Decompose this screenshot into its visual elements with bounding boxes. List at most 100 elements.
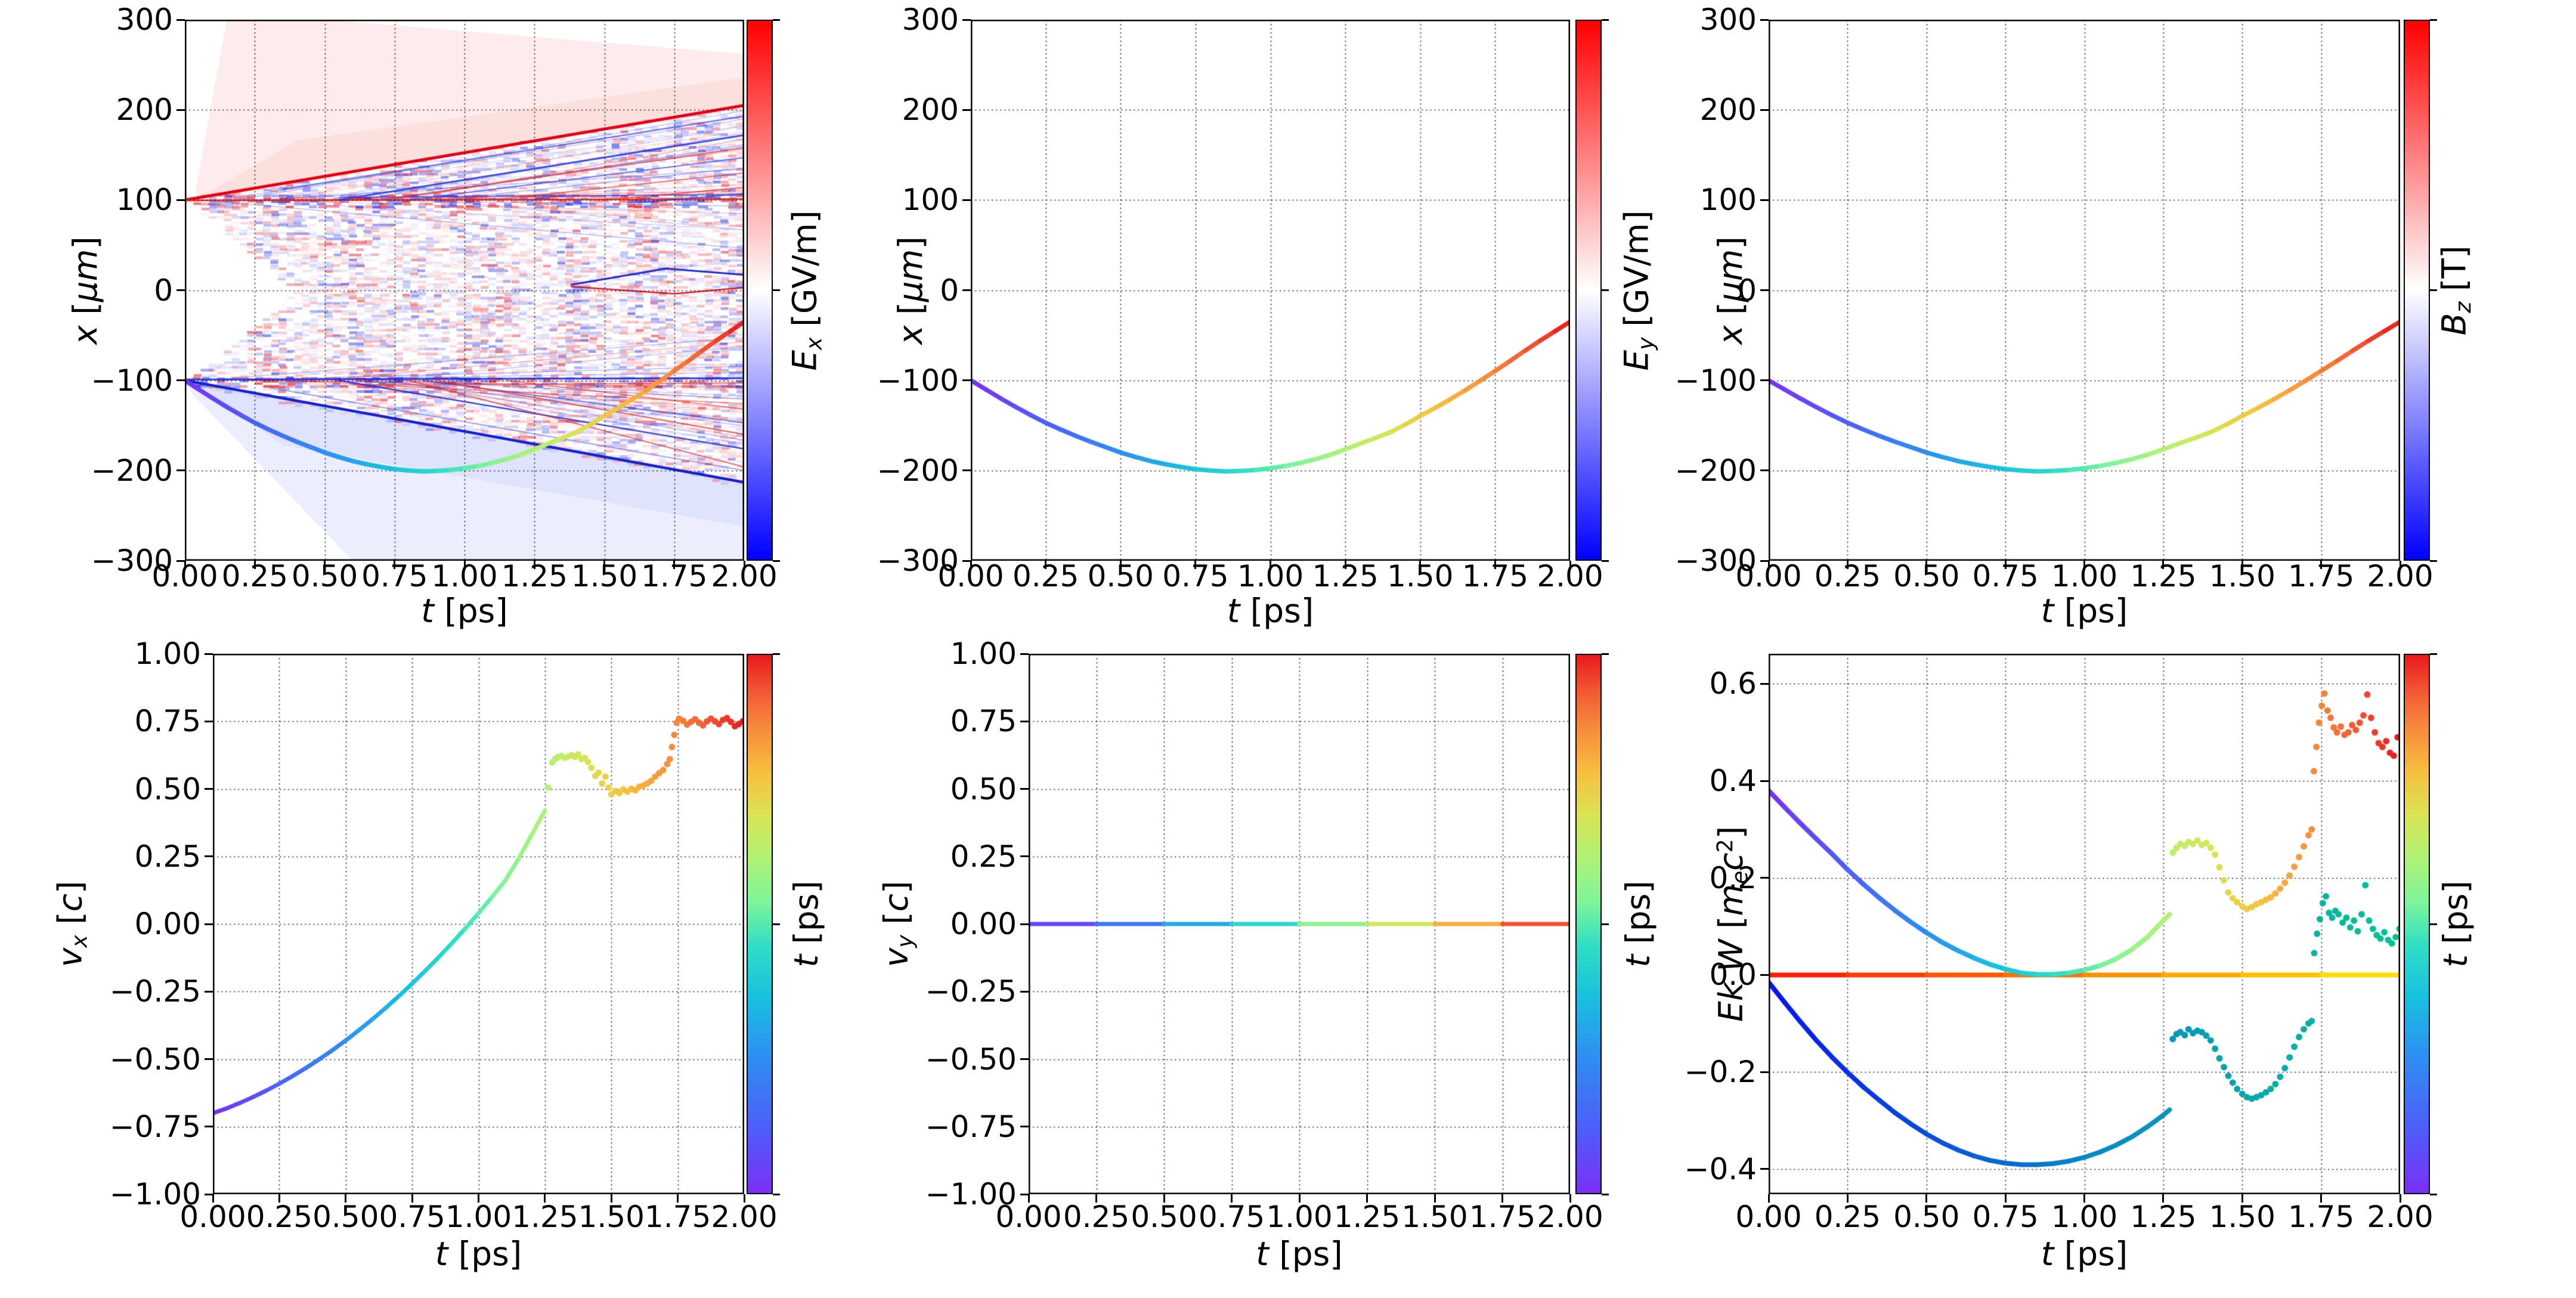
label-segment: 2 — [1712, 839, 1738, 853]
y-tick-mark — [205, 990, 213, 993]
colorbar-x-t-Bz — [2404, 20, 2430, 561]
colorbar-tick-mark — [2430, 18, 2437, 21]
label-segment: z — [2450, 301, 2476, 313]
x-tick-mark — [2320, 561, 2323, 569]
label-segment: x — [1711, 324, 1750, 345]
label-segment: ] — [1711, 826, 1750, 839]
colorbar-x-t-Ex — [747, 20, 773, 561]
plot-canvas-EkW-t — [1769, 654, 2400, 1194]
y-axis-label-EkW-t: Ek W [mec2] — [1712, 826, 1753, 1022]
x-tick-mark — [253, 561, 256, 569]
y-tick-label: −0.75 — [925, 1109, 1017, 1144]
y-tick-mark — [1020, 923, 1029, 925]
x-tick-mark — [1569, 561, 1571, 569]
plot-canvas-x-t-Ex — [185, 20, 744, 561]
label-segment: ] — [1711, 236, 1750, 249]
x-tick-label: 0.50 — [1893, 1200, 1960, 1234]
plot-canvas-x-t-Bz — [1769, 20, 2400, 561]
y-tick-mark — [177, 469, 185, 472]
label-segment: e — [1727, 870, 1753, 885]
x-tick-mark — [2241, 561, 2243, 569]
x-tick-mark — [2004, 561, 2007, 569]
colorbar-label-x-t-Bz: Bz [T] — [2435, 245, 2476, 335]
y-tick-label: 0.0 — [1709, 957, 1757, 993]
y-tick-label: 0.25 — [950, 839, 1017, 874]
y-tick-label: −300 — [1674, 543, 1757, 578]
colorbar-tick-mark — [773, 560, 780, 562]
label-segment: B — [2435, 313, 2473, 335]
x-tick-label: 1.50 — [1401, 1200, 1468, 1234]
plot-canvas-vx-t — [213, 654, 744, 1194]
colorbar-vy-t — [1575, 654, 1602, 1194]
y-tick-label: 0.25 — [134, 839, 201, 874]
y-tick-mark — [1020, 1058, 1029, 1060]
x-tick-label: 0.00 — [179, 1200, 246, 1234]
x-tick-label: 1.75 — [2287, 1200, 2355, 1234]
y-tick-label: −200 — [1674, 453, 1757, 488]
colorbar-tick-mark — [2430, 560, 2437, 562]
x-tick-label: 0.25 — [1063, 1200, 1130, 1234]
y-tick-label: −300 — [877, 543, 959, 578]
x-tick-mark — [463, 561, 466, 569]
colorbar-tick-mark — [773, 653, 780, 655]
x-tick-mark — [1925, 1194, 1928, 1203]
x-tick-label: 0.50 — [312, 1200, 379, 1234]
label-segment: t — [2041, 1235, 2054, 1273]
y-tick-mark — [1760, 560, 1769, 562]
y-tick-mark — [962, 18, 971, 21]
x-tick-mark — [2004, 1194, 2007, 1203]
x-tick-mark — [324, 561, 326, 569]
label-segment: t — [421, 592, 434, 630]
y-tick-label: 0.75 — [950, 704, 1017, 739]
label-segment: x — [891, 324, 930, 345]
label-segment: c — [877, 894, 915, 912]
y-tick-label: −0.25 — [109, 974, 201, 1009]
y-tick-mark — [177, 18, 185, 21]
y-tick-label: −0.75 — [109, 1109, 201, 1144]
x-tick-mark — [1433, 1194, 1436, 1203]
y-tick-mark — [1020, 653, 1029, 655]
x-tick-mark — [603, 561, 605, 569]
y-tick-mark — [962, 289, 971, 291]
x-axis-label-vy-t: t [ps] — [1256, 1235, 1343, 1273]
y-tick-label: −200 — [91, 453, 173, 488]
y-tick-label: 300 — [1699, 2, 1757, 37]
y-tick-mark — [177, 379, 185, 382]
y-tick-label: −0.4 — [1684, 1151, 1757, 1186]
y-tick-mark — [205, 1193, 213, 1195]
x-tick-mark — [1270, 561, 1271, 569]
x-tick-label: 1.00 — [445, 1200, 512, 1234]
x-tick-mark — [1846, 561, 1849, 569]
label-segment: [ps] — [448, 1235, 522, 1273]
x-tick-mark — [1767, 561, 1770, 569]
y-tick-label: 200 — [116, 92, 173, 128]
y-tick-mark — [962, 199, 971, 201]
x-tick-mark — [1925, 561, 1928, 569]
y-tick-mark — [1760, 199, 1769, 201]
label-segment: x — [801, 336, 827, 350]
y-tick-label: 100 — [116, 183, 173, 218]
x-axis-label-x-t-Bz: t [ps] — [2041, 592, 2128, 630]
colorbar-EkW-t — [2404, 654, 2430, 1194]
x-tick-mark — [970, 561, 972, 569]
x-tick-mark — [533, 561, 535, 569]
x-tick-mark — [1569, 1194, 1571, 1203]
y-tick-mark — [1020, 1193, 1029, 1195]
colorbar-tick-mark — [773, 18, 780, 21]
y-tick-mark — [205, 653, 213, 655]
colorbar-tick-mark — [773, 1193, 780, 1195]
colorbar-tick-mark — [773, 923, 780, 925]
y-tick-label: 0.50 — [134, 771, 201, 806]
y-tick-label: 0.50 — [950, 771, 1017, 806]
x-tick-mark — [1095, 1194, 1097, 1203]
y-tick-label: −0.50 — [925, 1042, 1017, 1077]
y-tick-mark — [1760, 1168, 1769, 1170]
y-tick-mark — [205, 1126, 213, 1128]
x-tick-mark — [1494, 561, 1496, 569]
x-tick-label: 2.00 — [711, 1200, 778, 1234]
y-tick-label: −0.25 — [925, 974, 1017, 1009]
colorbar-tick-mark — [1602, 1193, 1609, 1195]
y-tick-mark — [205, 923, 213, 925]
x-tick-label: 0.25 — [1814, 1200, 1881, 1234]
y-tick-mark — [1020, 990, 1029, 993]
